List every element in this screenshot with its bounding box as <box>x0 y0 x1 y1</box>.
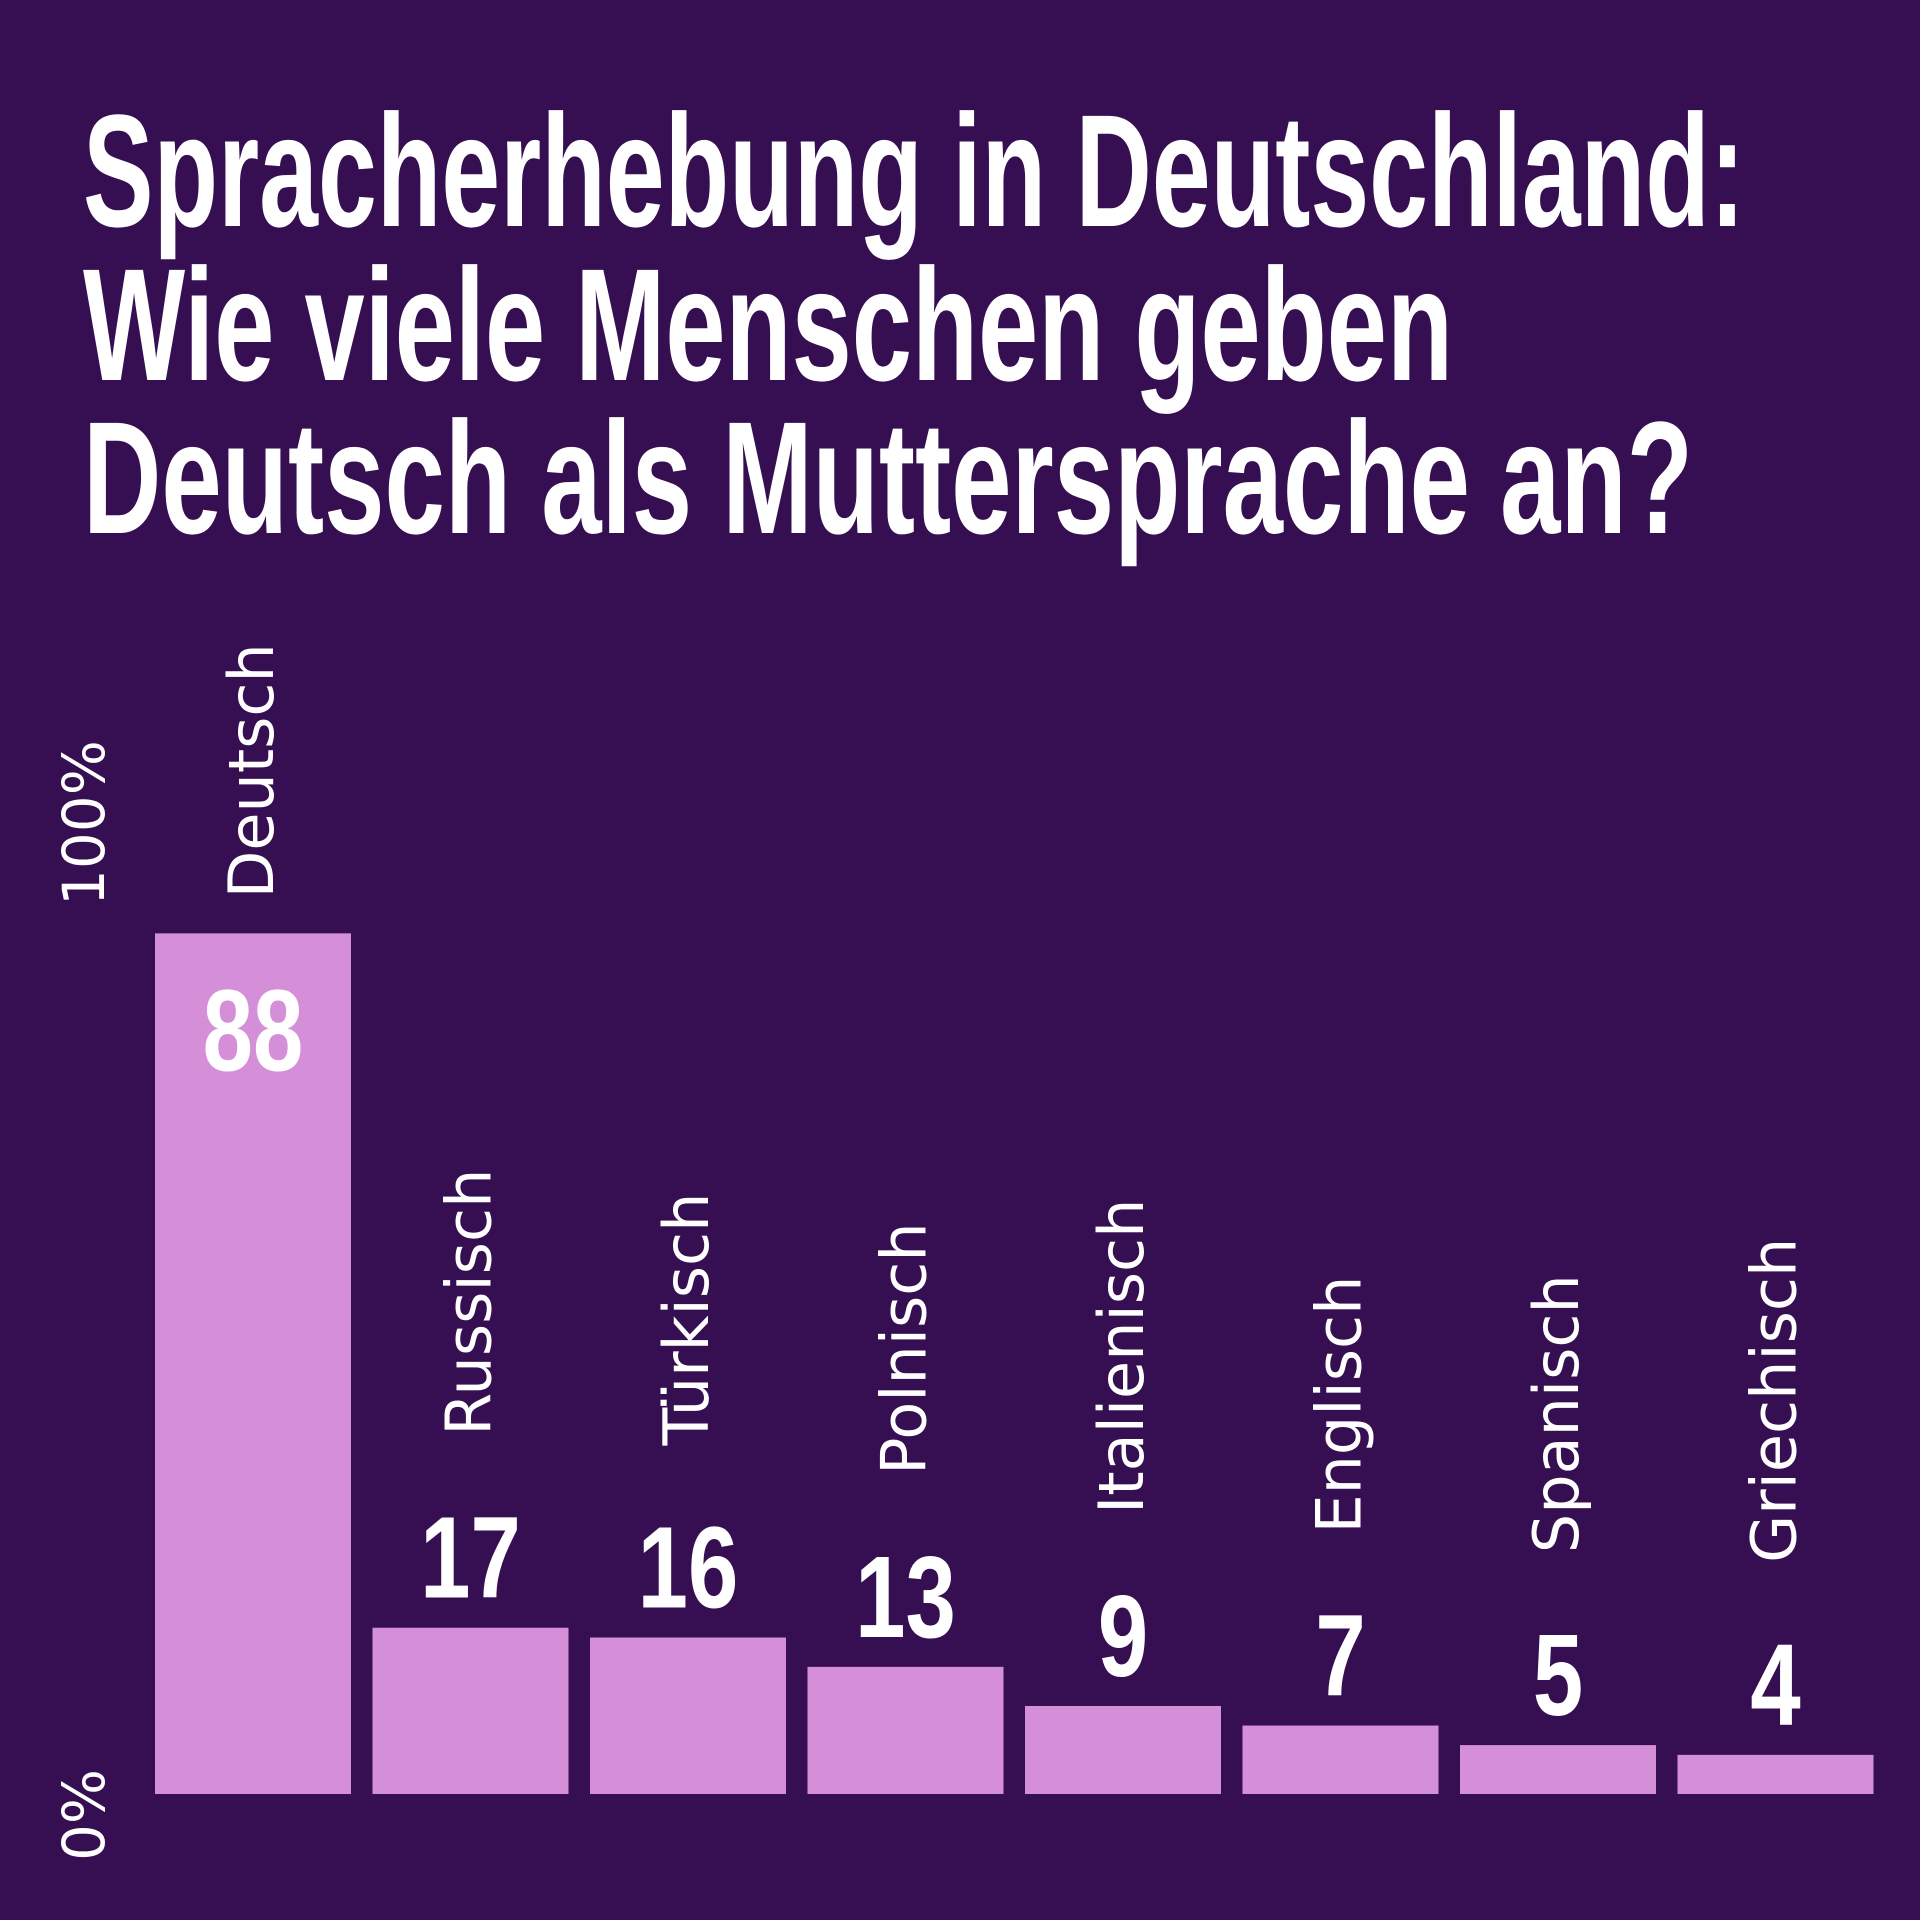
bar-englisch <box>1242 1725 1439 1794</box>
category-label: Englisch <box>1303 1276 1376 1534</box>
category-label: Spanisch <box>1520 1274 1593 1553</box>
bar-türkisch <box>590 1637 786 1794</box>
chart-title-line-2: Wie viele Menschen geben <box>83 235 1453 414</box>
bar-russisch <box>372 1627 569 1794</box>
value-label: 13 <box>855 1533 956 1662</box>
bar-griechisch <box>1677 1754 1874 1794</box>
value-label: 9 <box>1098 1572 1148 1701</box>
bar-deutsch <box>155 933 351 1794</box>
value-label: 88 <box>203 967 304 1096</box>
chart-title-line-1: Spracherhebung in Deutschland: <box>83 81 1745 260</box>
bar-polnisch <box>807 1666 1004 1794</box>
value-label: 7 <box>1315 1592 1365 1721</box>
value-label: 16 <box>638 1504 739 1633</box>
chart-title-line-3: Deutsch als Muttersprache an? <box>83 388 1693 567</box>
category-label: Griechisch <box>1738 1238 1811 1563</box>
category-label: Türkisch <box>650 1193 723 1447</box>
bar-italienisch <box>1025 1705 1221 1794</box>
category-label: Russisch <box>433 1169 506 1436</box>
y-tick-label-100: 100% <box>50 740 118 906</box>
value-label: 4 <box>1750 1621 1800 1750</box>
value-label: 17 <box>420 1494 521 1623</box>
y-tick-label-0: 0% <box>50 1769 118 1861</box>
category-label: Deutsch <box>215 643 288 898</box>
category-label: Italienisch <box>1085 1199 1158 1514</box>
category-label: Polnisch <box>868 1222 941 1475</box>
bar-spanisch <box>1460 1745 1656 1794</box>
value-label: 5 <box>1533 1611 1583 1740</box>
